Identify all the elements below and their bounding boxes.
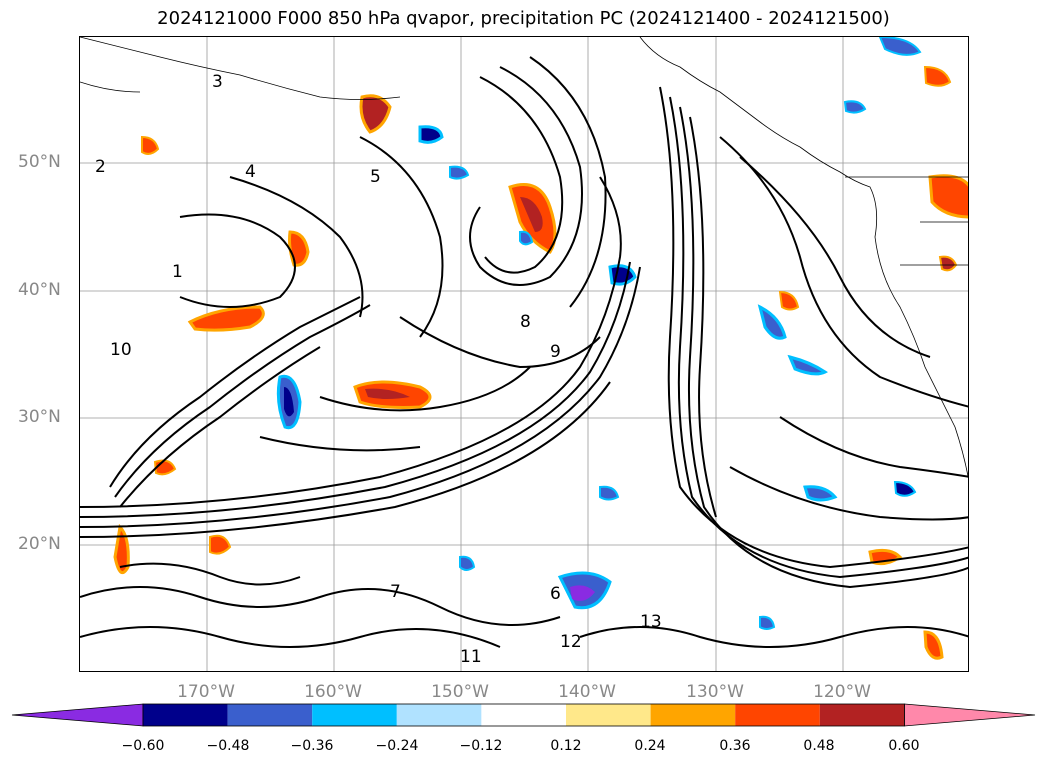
lon-label: 150°W <box>431 682 489 702</box>
colorbar-tick-label: −0.48 <box>206 738 250 754</box>
colorbar-outline <box>142 703 905 727</box>
colorbar-segment <box>566 704 651 726</box>
colorbar-segment <box>143 704 228 726</box>
lon-label: 120°W <box>813 682 871 702</box>
map-svg: 3 4 2 5 1 10 8 9 6 7 11 12 13 <box>80 37 968 671</box>
colorbar-extend-high <box>904 703 1036 727</box>
colorbar-tick-label: −0.60 <box>121 738 165 754</box>
colorbar-tick-label: 0.24 <box>634 738 666 754</box>
lon-label: 160°W <box>304 682 362 702</box>
colorbar-segment <box>650 704 736 726</box>
colorbar-segment <box>481 704 566 726</box>
colorbar-segment <box>312 704 397 726</box>
lon-label: 130°W <box>686 682 744 702</box>
contour-label: 3 <box>212 72 223 92</box>
colorbar-extend-low <box>11 703 144 727</box>
contour-label: 6 <box>550 584 561 604</box>
contour-label: 8 <box>520 312 531 332</box>
colorbar-tick-label: 0.60 <box>888 738 920 754</box>
contour-label: 1 <box>172 262 183 282</box>
contour-label: 11 <box>460 647 482 667</box>
precip-anomaly-shading <box>113 37 968 660</box>
colorbar-tick-label: 0.48 <box>803 738 835 754</box>
colorbar <box>11 703 1036 727</box>
colorbar-segment <box>735 704 820 726</box>
colorbar-segments <box>11 703 1036 727</box>
qvapor-contours <box>80 56 968 648</box>
chart-title: 2024121000 F000 850 hPa qvapor, precipit… <box>157 8 890 29</box>
contour-label: 7 <box>390 582 401 602</box>
contour-label: 9 <box>550 342 561 362</box>
contour-label: 13 <box>640 612 662 632</box>
colorbar-segment <box>819 704 905 726</box>
colorbar-segment <box>227 704 313 726</box>
lat-label: 40°N <box>18 280 61 300</box>
lon-label: 140°W <box>558 682 616 702</box>
colorbar-segment <box>396 704 482 726</box>
contour-label: 4 <box>245 162 256 182</box>
colorbar-tick-label: −0.36 <box>290 738 334 754</box>
lon-label: 170°W <box>177 682 235 702</box>
contour-labels: 3 4 2 5 1 10 8 9 6 7 11 12 13 <box>95 72 662 667</box>
map-plot-area: 3 4 2 5 1 10 8 9 6 7 11 12 13 <box>79 36 969 672</box>
coastline <box>80 37 968 479</box>
lat-label: 20°N <box>18 534 61 554</box>
contour-label: 5 <box>370 167 381 187</box>
lat-label: 50°N <box>18 152 61 172</box>
contour-label: 10 <box>110 340 132 360</box>
contour-label: 12 <box>560 632 582 652</box>
colorbar-tick-label: −0.24 <box>375 738 419 754</box>
colorbar-tick-label: 0.12 <box>550 738 582 754</box>
lat-label: 30°N <box>18 407 61 427</box>
colorbar-tick-label: 0.36 <box>719 738 751 754</box>
contour-label: 2 <box>95 157 106 177</box>
colorbar-tick-label: −0.12 <box>459 738 503 754</box>
